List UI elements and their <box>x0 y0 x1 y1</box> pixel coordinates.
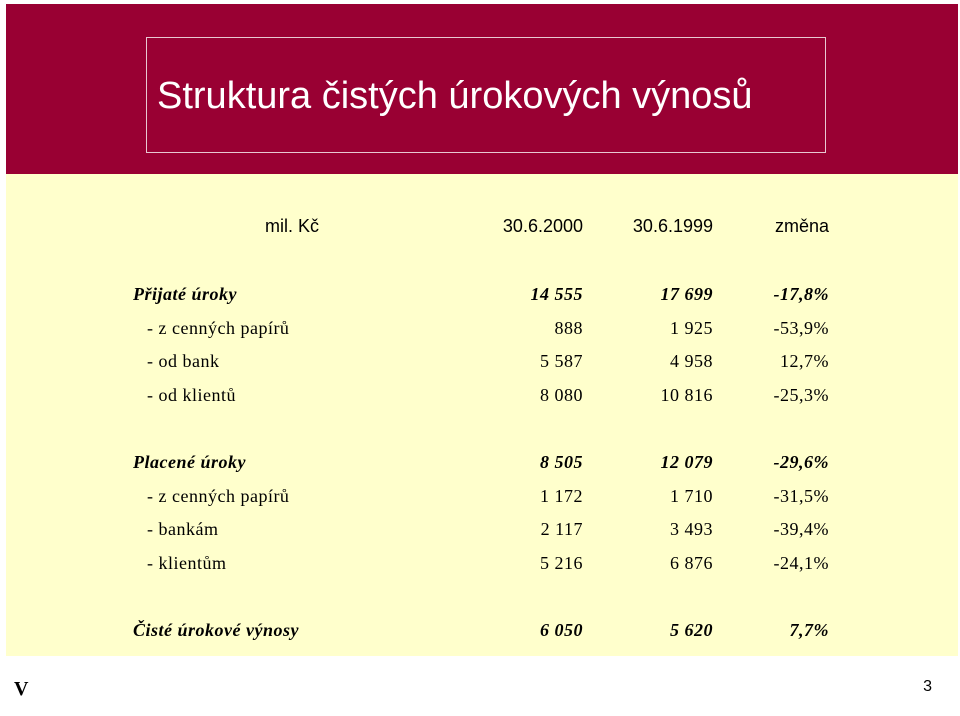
row-value-change: -24,1% <box>773 553 829 573</box>
row-label: - klientům <box>147 553 227 573</box>
row-value-1999: 12 079 <box>660 452 713 472</box>
row-label: - z cenných papírů <box>147 486 290 506</box>
row-label: - z cenných papírů <box>147 318 290 338</box>
row-label: Čisté úrokové výnosy <box>133 620 299 640</box>
row-value-2000: 8 080 <box>540 385 583 405</box>
row-value-change: -53,9% <box>773 318 829 338</box>
row-label: Placené úroky <box>133 452 246 472</box>
row-value-2000: 6 050 <box>540 620 583 640</box>
row-value-change: 12,7% <box>780 351 829 371</box>
row-label: - bankám <box>147 519 219 539</box>
row-value-change: 7,7% <box>789 620 829 640</box>
title-frame: Struktura čistých úrokových výnosů <box>146 37 826 153</box>
row-label: - od klientů <box>147 385 236 405</box>
column-header-change: změna <box>774 216 829 236</box>
row-value-1999: 4 958 <box>670 351 713 371</box>
row-value-change: -31,5% <box>773 486 829 506</box>
footer-logo-mark: V <box>14 678 29 700</box>
row-value-2000: 888 <box>554 318 583 338</box>
row-value-change: -17,8% <box>773 284 829 304</box>
row-value-change: -25,3% <box>773 385 829 405</box>
page-number: 3 <box>923 678 932 695</box>
row-value-1999: 3 493 <box>670 519 713 539</box>
page-title: Struktura čistých úrokových výnosů <box>157 75 753 117</box>
row-value-1999: 5 620 <box>670 620 713 640</box>
column-header-2000: 30.6.2000 <box>502 216 583 236</box>
row-value-change: -39,4% <box>773 519 829 539</box>
row-value-2000: 8 505 <box>540 452 583 472</box>
row-value-1999: 6 876 <box>670 553 713 573</box>
row-value-1999: 17 699 <box>660 284 713 304</box>
row-value-2000: 5 587 <box>540 351 583 371</box>
row-value-2000: 14 555 <box>530 284 583 304</box>
table-area: mil. Kč 30.6.2000 30.6.1999 změna Přijat… <box>6 174 958 656</box>
row-label: Přijaté úroky <box>133 284 237 304</box>
row-label: - od bank <box>147 351 220 371</box>
row-value-2000: 1 172 <box>540 486 583 506</box>
row-value-1999: 1 925 <box>670 318 713 338</box>
row-value-1999: 1 710 <box>670 486 713 506</box>
row-value-2000: 5 216 <box>540 553 583 573</box>
column-header-1999: 30.6.1999 <box>632 216 713 236</box>
unit-header: mil. Kč <box>265 216 319 236</box>
row-value-1999: 10 816 <box>660 385 713 405</box>
row-value-2000: 2 117 <box>540 519 583 539</box>
title-banner: Struktura čistých úrokových výnosů <box>6 4 958 174</box>
row-value-change: -29,6% <box>773 452 829 472</box>
